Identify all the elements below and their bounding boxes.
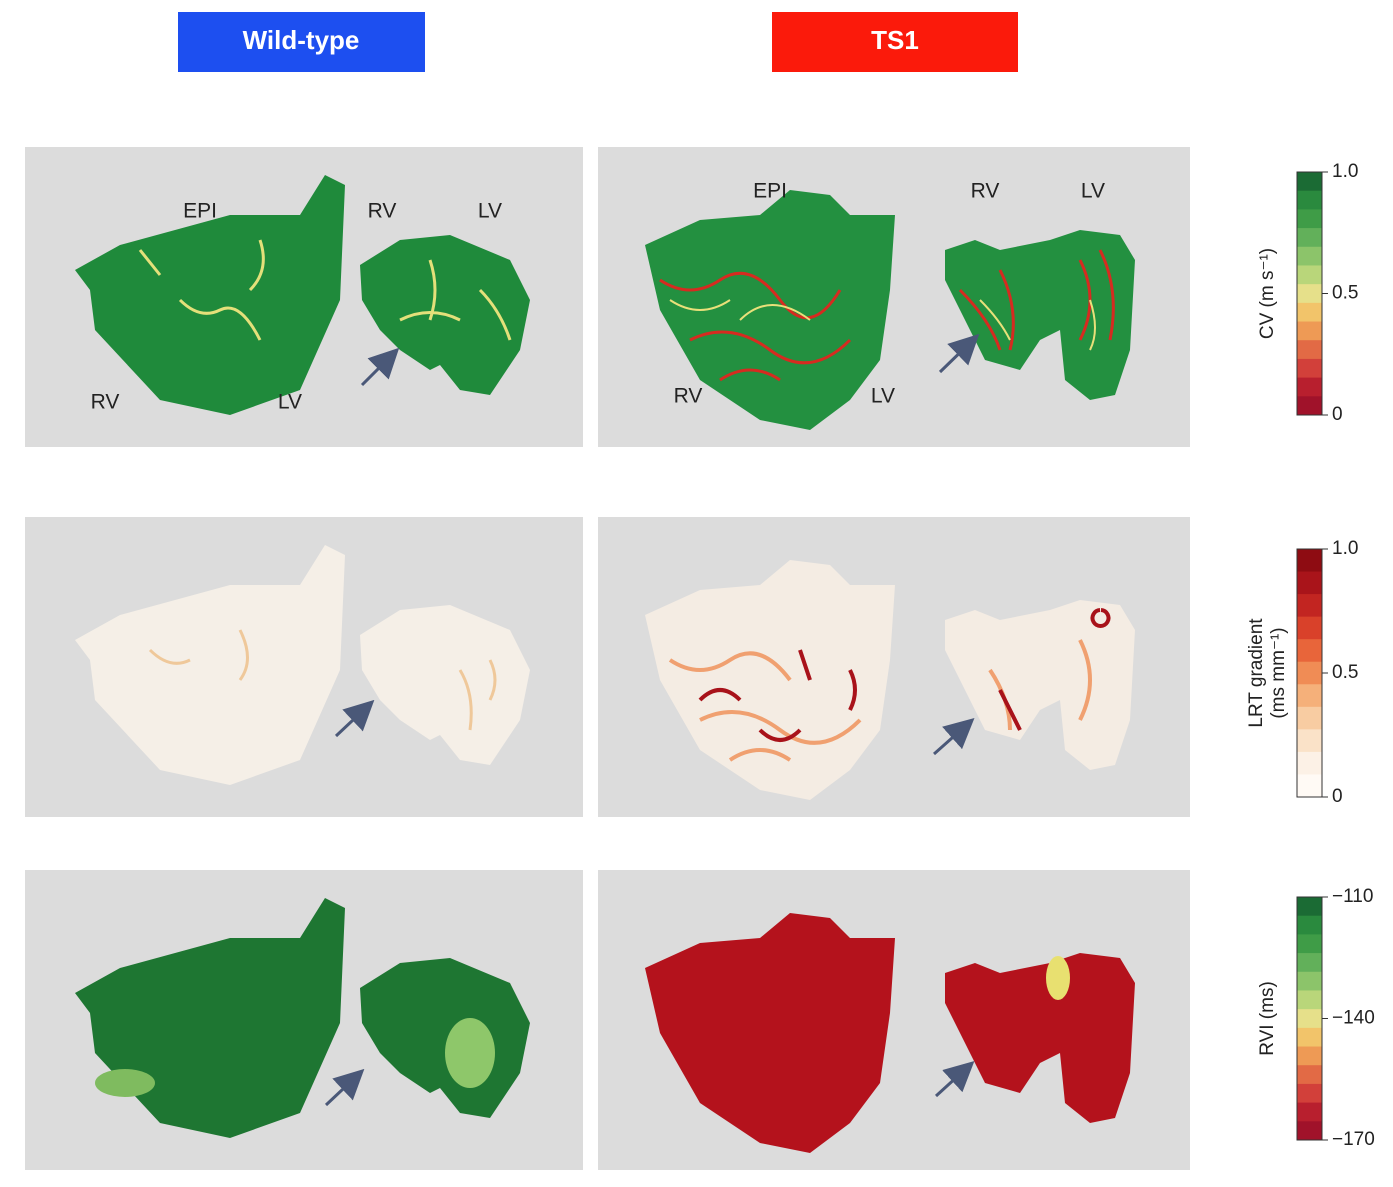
colorbar-band	[1297, 729, 1322, 753]
colorbar-band	[1297, 990, 1322, 1010]
panel-row	[25, 147, 1190, 447]
arrow	[938, 333, 980, 374]
colorbar-tick-label: 0	[1332, 786, 1343, 807]
colorbar-band	[1297, 190, 1322, 210]
arrow	[933, 718, 975, 756]
colorbar-band	[1297, 340, 1322, 360]
colorbar-tick-label: −110	[1332, 886, 1373, 907]
colorbar-band	[1297, 321, 1322, 341]
arrow	[334, 699, 375, 738]
header-label: Wild-type	[243, 25, 360, 55]
colorbar-band	[1297, 706, 1322, 730]
colorbar-band	[1297, 1065, 1322, 1085]
colorbar-band	[1297, 284, 1322, 304]
colorbar-band	[1297, 1083, 1322, 1104]
colorbar-band	[1297, 172, 1322, 192]
panel-row	[25, 870, 1190, 1170]
region-label: LV	[278, 391, 302, 414]
colorbar-band	[1297, 594, 1322, 618]
colorbar-band	[1297, 377, 1322, 397]
colorbar-band	[1297, 265, 1322, 285]
region-label: RV	[674, 385, 703, 408]
colorbar-band	[1297, 971, 1322, 991]
colorbar-tick-label: 1.0	[1332, 538, 1358, 559]
colorbar-band	[1297, 1027, 1322, 1048]
arrow	[324, 1068, 365, 1107]
colorbar-band	[1297, 246, 1322, 266]
header-box	[772, 12, 1018, 72]
region-label: LV	[478, 200, 502, 223]
colorbar-band	[1297, 953, 1322, 973]
header-label: TS1	[871, 25, 919, 55]
pattern	[698, 608, 1111, 742]
colorbar-band	[1297, 915, 1322, 935]
region-label: LV	[1081, 180, 1105, 203]
colorbar-band	[1297, 571, 1322, 595]
pattern	[659, 249, 1115, 382]
header-box	[178, 12, 425, 72]
colorbar-band	[1297, 1102, 1322, 1122]
region-label: LV	[871, 385, 895, 408]
colorbar-band	[1297, 228, 1322, 248]
colorbar-title: (ms mm⁻¹)	[1268, 627, 1289, 718]
region-label: RV	[91, 391, 120, 414]
pattern	[138, 239, 512, 341]
colorbar-band	[1297, 396, 1322, 416]
colorbar-band	[1297, 209, 1322, 229]
region-label: RV	[971, 180, 1000, 203]
colorbar-title: LRT gradient	[1246, 618, 1267, 728]
colorbar-tick-label: 0.5	[1332, 662, 1358, 683]
arrow	[360, 347, 400, 387]
colorbar-band	[1297, 1046, 1322, 1066]
region-label: EPI	[753, 180, 787, 203]
pattern	[669, 299, 1096, 351]
colorbar-tick-label: 0	[1332, 404, 1343, 425]
colorbar-tick-label: 0.5	[1332, 283, 1358, 304]
colorbar-band	[1297, 639, 1322, 663]
colorbar-title: RVI (ms)	[1257, 981, 1278, 1056]
arrow	[934, 1060, 975, 1098]
pattern	[1046, 956, 1070, 1000]
colorbar-tick-label: −170	[1332, 1129, 1375, 1150]
colorbar-band	[1297, 684, 1322, 708]
colorbar-band	[1297, 661, 1322, 685]
colorbar-band	[1297, 774, 1322, 798]
panel-row	[25, 517, 1190, 817]
colorbar-title: CV (m s⁻¹)	[1257, 248, 1278, 339]
colorbar-band	[1297, 1121, 1322, 1141]
colorbar-band	[1297, 616, 1322, 640]
colorbar-tick-label: −140	[1332, 1008, 1375, 1029]
pattern	[668, 639, 1092, 762]
colorbar-band	[1297, 358, 1322, 379]
pattern	[445, 1018, 495, 1088]
region-label: RV	[368, 200, 397, 223]
colorbar-tick-label: 1.0	[1332, 161, 1358, 182]
colorbar-band	[1297, 934, 1322, 954]
colorbar-band	[1297, 302, 1322, 323]
pattern	[95, 1069, 155, 1097]
pattern	[148, 629, 497, 731]
region-label: EPI	[183, 200, 217, 223]
colorbar-band	[1297, 549, 1322, 573]
colorbar-band	[1297, 897, 1322, 917]
colorbar-band	[1297, 1009, 1322, 1029]
colorbar-band	[1297, 751, 1322, 775]
